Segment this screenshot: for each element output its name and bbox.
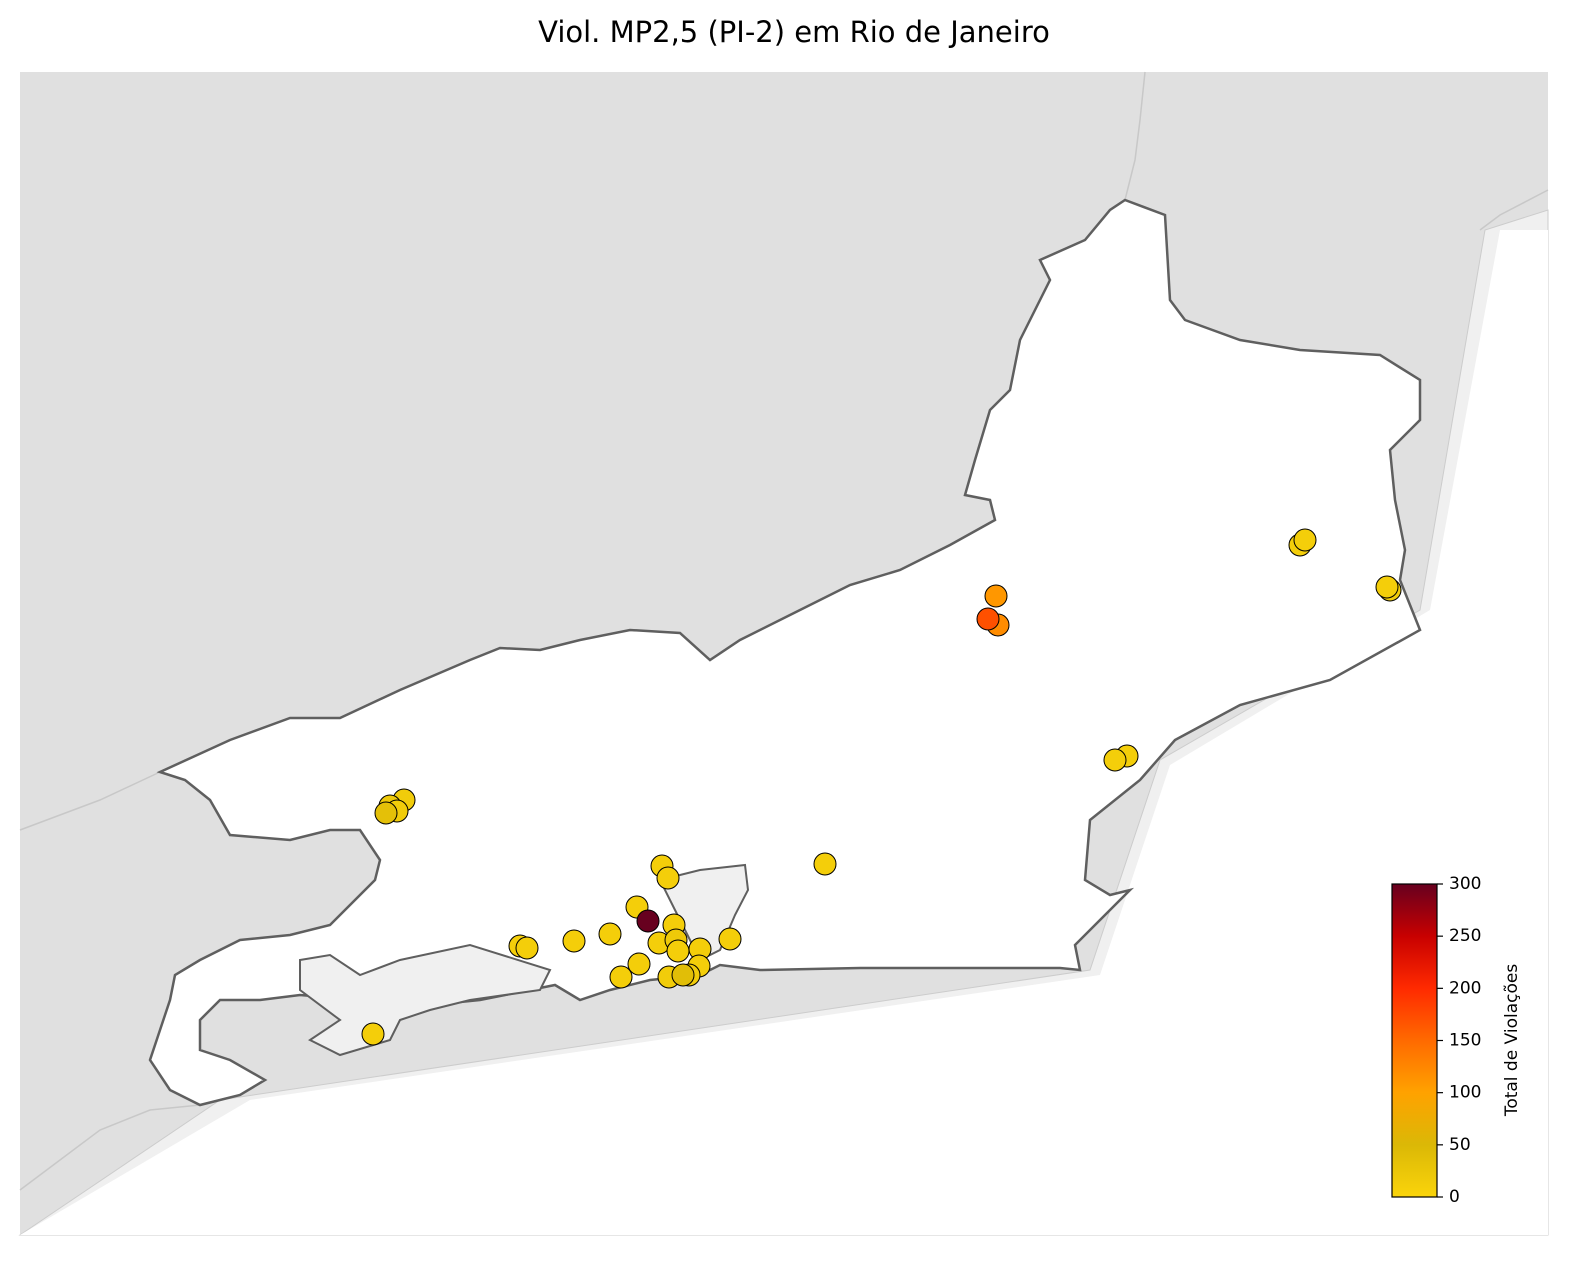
station-marker — [562, 929, 586, 953]
station-marker — [976, 607, 1000, 631]
station-marker — [1293, 528, 1317, 552]
colorbar-tick-label: 300 — [1449, 874, 1481, 894]
station-marker — [609, 965, 633, 989]
borders — [19, 71, 1549, 1191]
station-marker — [361, 1022, 385, 1046]
station-marker — [718, 927, 742, 951]
colorbar — [1391, 883, 1438, 1198]
state-outline — [148, 198, 1422, 1107]
station-marker — [1375, 575, 1399, 599]
station-marker — [1103, 748, 1127, 772]
colorbar-tick-label: 100 — [1449, 1083, 1481, 1103]
station-marker — [627, 952, 651, 976]
colorbar-tick-label: 250 — [1449, 926, 1481, 946]
station-marker — [374, 801, 398, 825]
ocean — [20, 230, 1548, 1235]
station-marker — [813, 852, 837, 876]
map-title: Viol. MP2,5 (PI-2) em Rio de Janeiro — [538, 15, 1050, 49]
station-marker — [598, 922, 622, 946]
colorbar-tick-label: 50 — [1449, 1135, 1471, 1155]
colorbar-tick-label: 200 — [1449, 978, 1481, 998]
station-marker — [636, 909, 660, 933]
colorbar-tick-label: 150 — [1449, 1031, 1481, 1051]
station-marker — [666, 939, 690, 963]
colorbar-tick-label: 0 — [1449, 1187, 1460, 1207]
station-marker — [656, 866, 680, 890]
station-marker — [671, 963, 695, 987]
station-marker — [515, 936, 539, 960]
colorbar-label: Total de Violações — [1502, 964, 1522, 1117]
station-marker — [984, 584, 1008, 608]
